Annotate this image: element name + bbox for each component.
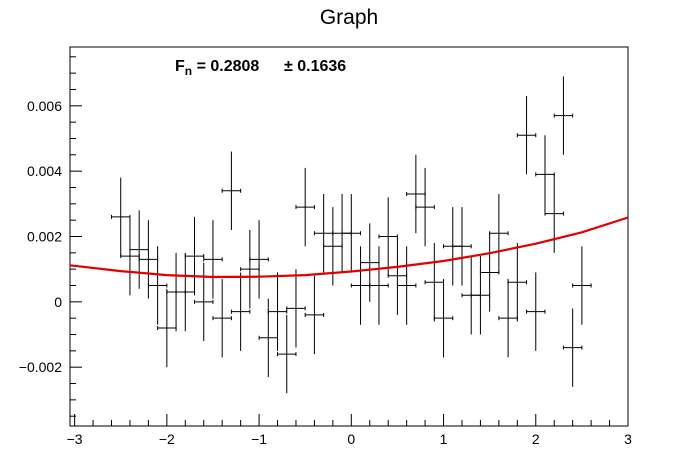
data-point [498, 278, 518, 358]
fit-value: = 0.2808 [192, 58, 259, 75]
x-tick-label: 1 [440, 431, 448, 447]
y-tick-label: 0 [54, 294, 62, 310]
data-point [129, 210, 149, 289]
data-point [147, 246, 168, 325]
data-point [184, 216, 205, 296]
data-point [267, 272, 288, 351]
data-point [572, 246, 592, 325]
x-tick-label: 3 [624, 431, 632, 447]
plot-frame [69, 46, 629, 427]
data-point [369, 246, 389, 325]
data-point [526, 272, 546, 351]
x-tick-label: −1 [251, 431, 267, 447]
y-tick-label: 0.004 [27, 163, 62, 179]
data-point [313, 194, 334, 273]
data-point [535, 135, 555, 214]
plot-border [69, 46, 629, 427]
data-point [470, 256, 491, 335]
data-point [304, 275, 325, 355]
data-point [120, 216, 140, 296]
data-point [507, 243, 528, 322]
data-point [212, 278, 232, 358]
data-point [221, 151, 242, 230]
x-axis: −3 −2 −1 0 1 2 3 [67, 414, 632, 447]
data-point [378, 197, 398, 276]
data-point [157, 288, 177, 368]
fit-subscript: n [185, 64, 192, 78]
data-point [516, 96, 537, 175]
data-point [489, 194, 509, 273]
data-point [396, 246, 417, 325]
fit-symbol: F [175, 58, 185, 75]
x-tick-label: 0 [347, 431, 355, 447]
data-point [175, 252, 196, 332]
x-tick-label: −2 [159, 431, 175, 447]
y-axis: −0.002 0 0.002 0.004 0.006 [19, 56, 82, 417]
y-tick-label: 0.006 [27, 98, 62, 114]
x-tick-label: 2 [532, 431, 540, 447]
data-point [562, 308, 583, 387]
fit-curve [69, 216, 629, 279]
fit-curve-group [69, 216, 629, 279]
fit-error: ± 0.1636 [284, 58, 346, 75]
y-tick-label: −0.002 [19, 359, 62, 375]
data-points [111, 76, 592, 394]
data-point [295, 167, 315, 247]
x-tick-label: −3 [67, 431, 83, 447]
fit-annotation: Fn = 0.2808 [175, 58, 259, 78]
data-point [111, 177, 131, 257]
data-point [194, 262, 214, 342]
data-point [424, 243, 445, 322]
data-point [240, 229, 260, 309]
data-point [387, 236, 408, 315]
data-point [350, 246, 371, 325]
data-point [433, 278, 454, 358]
y-tick-label: 0.002 [27, 229, 62, 245]
data-point [406, 154, 426, 234]
data-point [415, 167, 435, 247]
data-point [341, 194, 362, 273]
chart-title: Graph [320, 6, 378, 29]
data-point [479, 233, 500, 312]
data-point [452, 207, 472, 286]
data-point [286, 269, 306, 348]
data-point [360, 223, 380, 302]
data-point [249, 220, 269, 299]
data-point [277, 314, 297, 394]
data-point [230, 272, 251, 351]
data-point [203, 220, 223, 299]
data-point [553, 76, 574, 155]
